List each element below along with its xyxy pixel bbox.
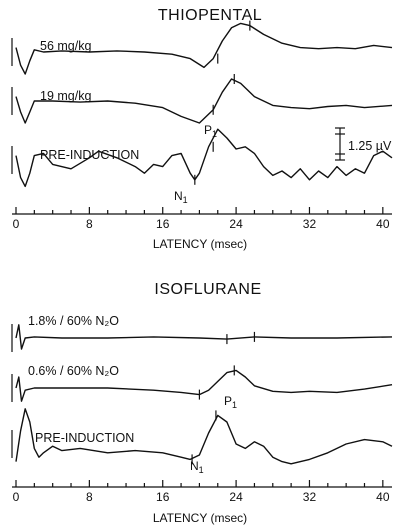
x-tick-label: 40 bbox=[376, 490, 390, 504]
traces-thiopental: 56 mg/kg 19 mg/kg PRE-INDUCTION P1 N1 bbox=[11, 20, 393, 205]
series-label: 1.8% / 60% N₂O bbox=[28, 314, 119, 328]
traces-isoflurane: 1.8% / 60% N₂O 0.6% / 60% N₂O PRE-INDUCTIO… bbox=[11, 314, 393, 475]
panel-thiopental: THIOPENTAL 56 mg/kg 19 mg/kg PRE-INDUCTION… bbox=[11, 7, 393, 251]
trace-1-2 bbox=[15, 408, 393, 465]
x-tick-label: 8 bbox=[86, 490, 93, 504]
n1-label-thiopental: N1 bbox=[174, 189, 188, 205]
x-axis-label-isoflurane: LATENCY (msec) bbox=[153, 511, 247, 525]
x-axis-isoflurane: 0 8 16 24 32 40 bbox=[12, 480, 392, 504]
p1-label-thiopental: P1 bbox=[204, 123, 217, 139]
x-tick-label: 40 bbox=[376, 217, 390, 231]
series-label: 56 mg/kg bbox=[40, 39, 91, 53]
x-tick-label: 32 bbox=[303, 217, 317, 231]
x-tick-label: 0 bbox=[13, 217, 20, 231]
n1-label-isoflurane: N1 bbox=[190, 459, 204, 475]
panel-isoflurane: ISOFLURANE 1.8% / 60% N₂O 0.6% / 60% N₂O P… bbox=[11, 281, 393, 525]
p1-label-isoflurane: P1 bbox=[224, 394, 237, 410]
scale-bar-label: 1.25 µV bbox=[348, 139, 392, 153]
x-axis-thiopental: 0 8 16 24 32 40 bbox=[12, 207, 392, 231]
x-tick-label: 16 bbox=[156, 490, 170, 504]
x-tick-label: 24 bbox=[229, 217, 243, 231]
x-axis-label-thiopental: LATENCY (msec) bbox=[153, 237, 247, 251]
panel-title-thiopental: THIOPENTAL bbox=[158, 7, 262, 24]
series-label: 0.6% / 60% N₂O bbox=[28, 364, 119, 378]
trace-1-1 bbox=[15, 369, 393, 402]
series-label: 19 mg/kg bbox=[40, 89, 91, 103]
scale-bar: 1.25 µV bbox=[335, 127, 392, 161]
x-tick-label: 8 bbox=[86, 217, 93, 231]
trace-0-0 bbox=[15, 22, 393, 75]
trace-0-1 bbox=[15, 78, 393, 124]
trace-0-2 bbox=[15, 128, 393, 188]
x-tick-label: 24 bbox=[229, 490, 243, 504]
x-tick-label: 32 bbox=[303, 490, 317, 504]
trace-1-0 bbox=[15, 324, 393, 350]
series-label: PRE-INDUCTION bbox=[35, 431, 134, 445]
x-tick-label: 16 bbox=[156, 217, 170, 231]
x-tick-label: 0 bbox=[13, 490, 20, 504]
series-label: PRE-INDUCTION bbox=[40, 148, 139, 162]
panel-title-isoflurane: ISOFLURANE bbox=[154, 281, 261, 298]
